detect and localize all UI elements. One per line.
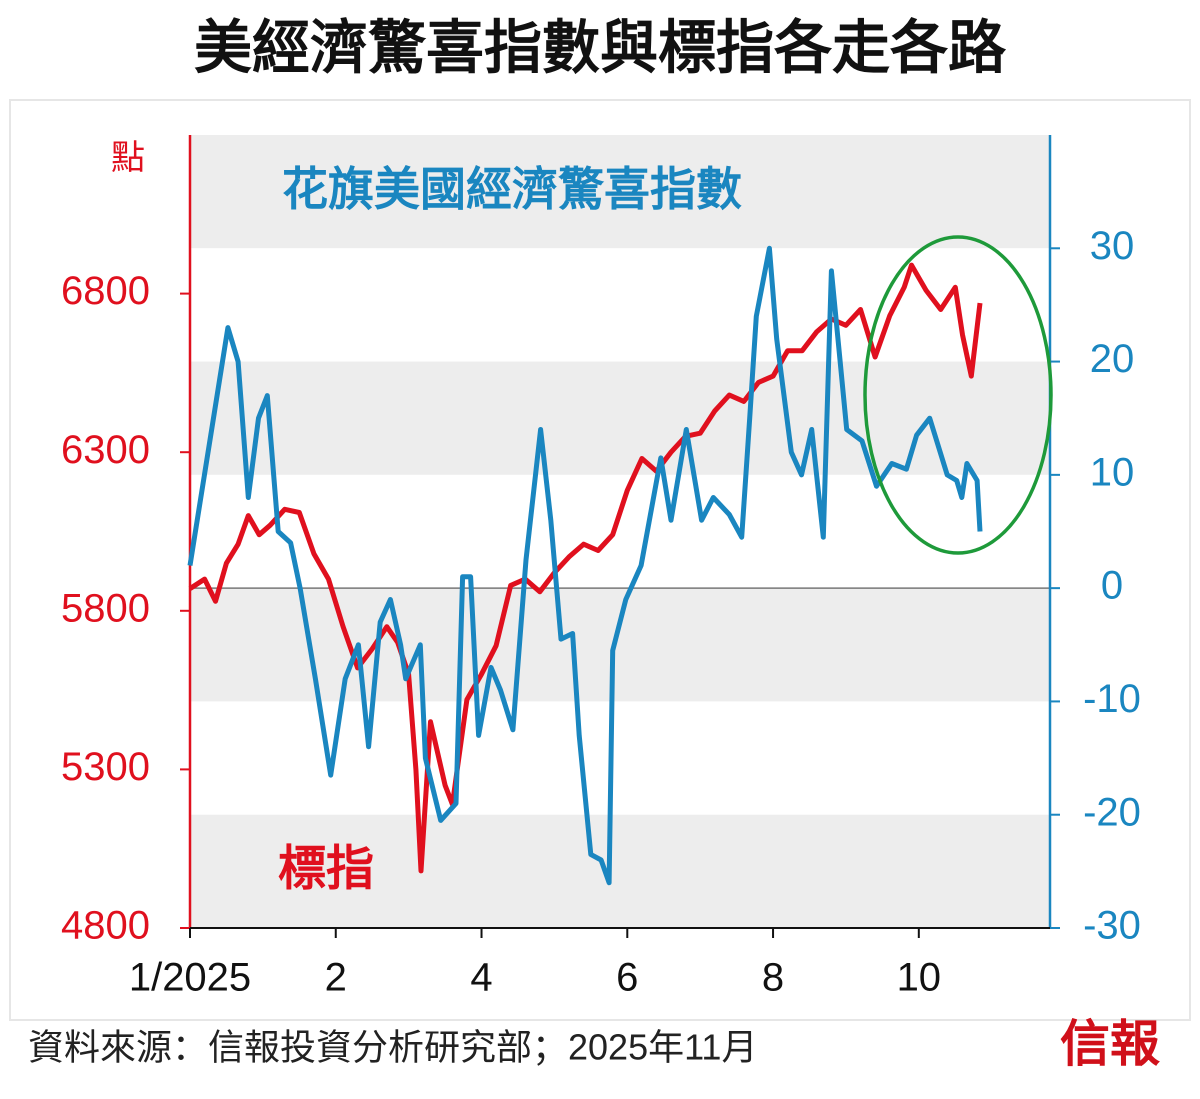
y2-tick-label: -20	[1083, 790, 1141, 834]
legend-label: 標指	[278, 843, 374, 896]
y2-tick-label: -10	[1083, 677, 1141, 721]
chart-title: 美經濟驚喜指數與標指各走各路	[194, 15, 1007, 80]
y2-tick-label: 30	[1090, 224, 1135, 268]
band	[190, 135, 1050, 249]
y2-tick-label: 0	[1101, 564, 1123, 608]
series-line	[187, 245, 983, 886]
source: 資料來源：信報投資分析研究部；2025年11月	[28, 1027, 757, 1068]
y-tick-label: 4800	[61, 904, 150, 948]
y2-tick-label: 20	[1090, 337, 1135, 381]
x-tick-label: 8	[762, 956, 784, 1000]
series-line	[188, 262, 983, 874]
y-tick-label: 6300	[61, 428, 150, 472]
highlight-ellipse	[863, 235, 1053, 555]
x-tick-label: 4	[470, 956, 492, 1000]
x-tick-label: 10	[897, 956, 942, 1000]
legend-label: 花旗美國經濟驚喜指數	[282, 163, 742, 215]
logo: 信報	[1060, 1014, 1160, 1073]
band	[190, 814, 1050, 928]
y-tick-label: 6800	[61, 269, 150, 313]
band	[190, 701, 1050, 815]
band	[190, 588, 1050, 702]
y2-tick-label: -30	[1083, 904, 1141, 948]
y-tick-label: 5300	[61, 745, 150, 789]
y-tick-label: 5800	[61, 586, 150, 630]
x-tick-label: 1/2025	[129, 956, 251, 1000]
x-tick-label: 2	[325, 956, 347, 1000]
y2-tick-label: 10	[1090, 450, 1135, 494]
band	[190, 248, 1050, 362]
y-axis-label: 點	[111, 139, 145, 177]
band	[190, 361, 1050, 475]
x-tick-label: 6	[616, 956, 638, 1000]
band	[190, 474, 1050, 589]
